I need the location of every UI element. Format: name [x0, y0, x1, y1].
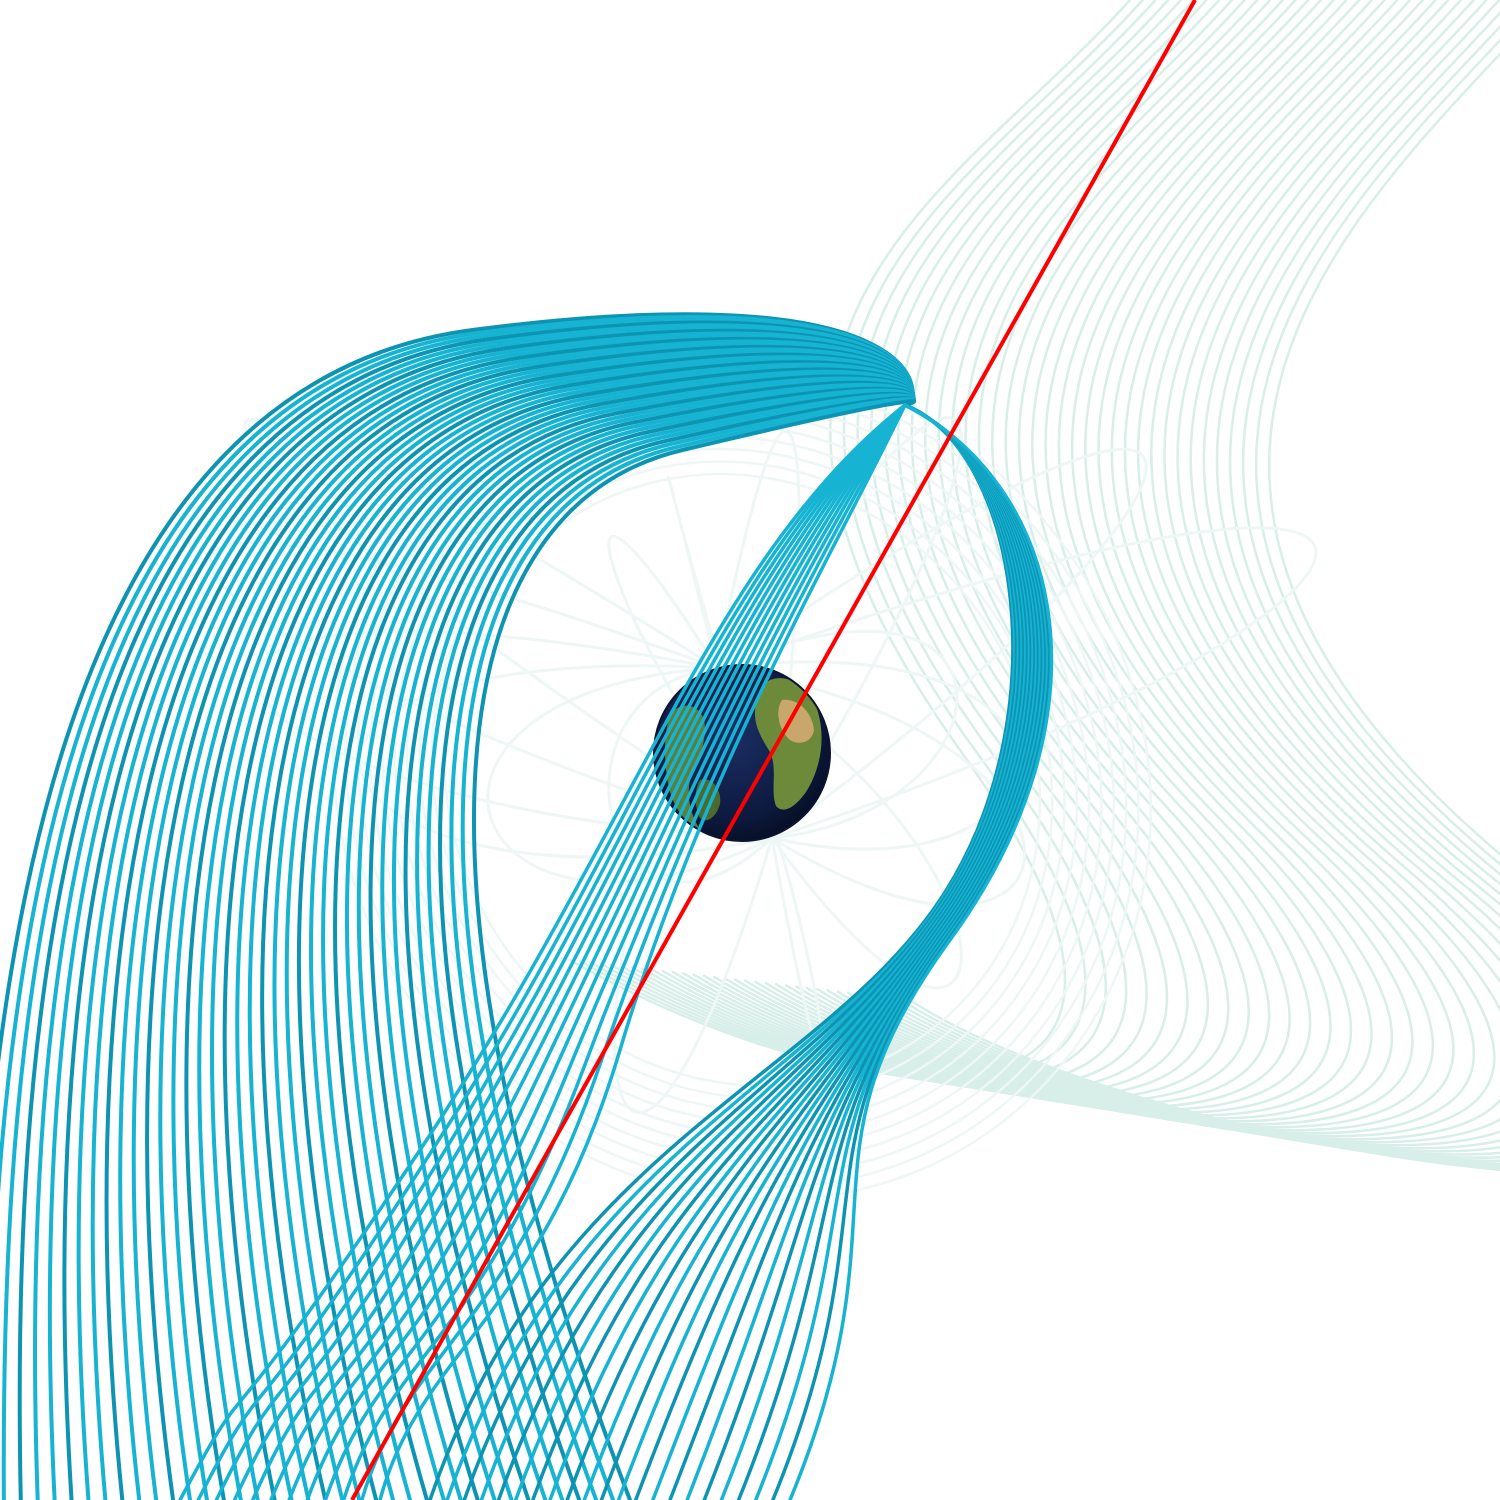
continent-desert	[778, 699, 814, 743]
closed-field-loop	[715, 666, 963, 990]
closed-field-loop	[243, 417, 774, 840]
blue-field-line	[178, 403, 907, 1500]
blue-field-line	[378, 403, 907, 1500]
closed-field-shell	[430, 460, 1054, 1100]
closed-field-shell	[442, 472, 1042, 1088]
blue-field-line	[341, 403, 907, 1500]
closed-field-loop	[715, 666, 1027, 907]
pale-field-line	[908, 52, 1500, 1171]
blue-field-line	[269, 403, 907, 1500]
closed-field-loop	[613, 666, 774, 1114]
blue-field-line	[323, 403, 907, 1500]
dipole-axis-line	[350, 0, 1197, 1500]
blue-field-line	[788, 403, 1054, 1500]
closed-field-loop	[715, 447, 1148, 840]
blue-field-line	[305, 403, 907, 1500]
continent-shade	[695, 779, 721, 821]
blue-field-line	[250, 403, 907, 1500]
blue-field-line	[214, 403, 907, 1500]
blue-field-line	[668, 403, 1041, 1500]
open-field-lines-blue	[0, 312, 1054, 1500]
pale-field-line	[867, 0, 1500, 1163]
blue-field-line	[232, 403, 907, 1500]
blue-field-line	[472, 399, 917, 1500]
blue-field-line	[196, 403, 907, 1500]
blue-field-line	[287, 403, 907, 1500]
closed-field-loop	[358, 664, 774, 859]
open-field-lines-pale	[568, 0, 1500, 1171]
pale-field-line	[661, 0, 1250, 1103]
blue-field-line	[685, 403, 1043, 1500]
